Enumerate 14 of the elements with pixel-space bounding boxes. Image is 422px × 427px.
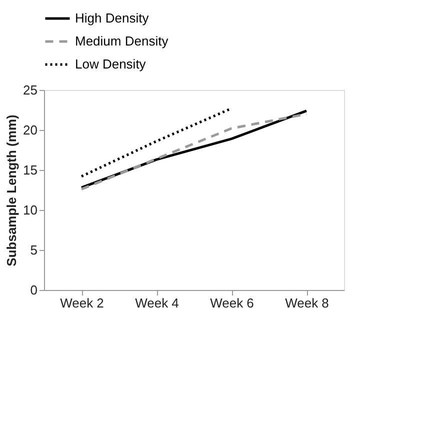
legend-label: High Density xyxy=(75,10,150,26)
x-tick-label: Week 6 xyxy=(210,296,254,310)
y-axis-title: Subsample Length (mm) xyxy=(4,114,20,266)
y-tick-label: 15 xyxy=(23,162,38,178)
x-tick-label: Week 4 xyxy=(135,296,179,310)
legend-label: Low Density xyxy=(75,56,146,72)
y-tick-label: 10 xyxy=(23,202,38,218)
y-tick-label: 5 xyxy=(30,242,38,258)
y-tick-label: 25 xyxy=(23,82,38,98)
y-tick-label: 0 xyxy=(30,282,38,298)
x-tick-label: Week 8 xyxy=(285,296,329,310)
legend-label: Medium Density xyxy=(75,34,169,48)
x-tick-label: Week 2 xyxy=(60,296,104,310)
y-tick-label: 20 xyxy=(23,122,38,138)
